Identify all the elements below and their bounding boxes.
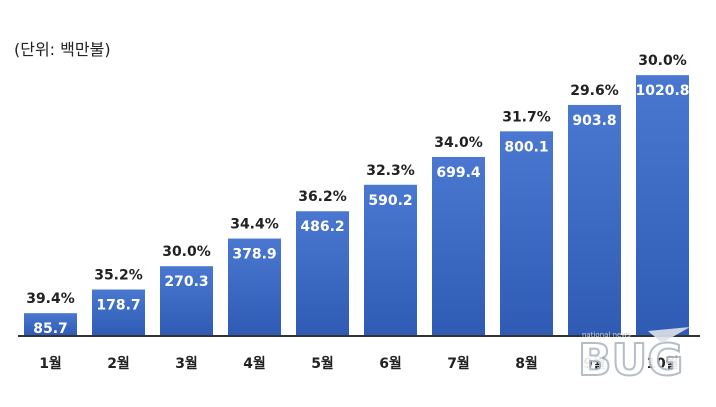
bar-4 — [228, 238, 281, 335]
bar-2 — [92, 289, 145, 335]
x-tick-label: 3월 — [175, 355, 198, 372]
x-tick-label: 1월 — [39, 355, 62, 372]
bar-value-label: 178.7 — [96, 298, 140, 314]
bar-7 — [432, 156, 485, 335]
bar-9 — [568, 104, 621, 335]
bar-percent-label: 39.4% — [26, 291, 75, 307]
bar-3 — [160, 266, 213, 335]
bar-percent-label: 36.2% — [298, 189, 347, 205]
x-tick-label: 6월 — [379, 355, 402, 372]
bar-percent-label: 31.7% — [502, 109, 551, 125]
bar-value-label: 270.3 — [164, 274, 208, 290]
bars-layer: 85.7 39.4% 178.7 35.2% 270.3 30.0% 378.9 34.4% 4… — [24, 53, 690, 337]
bar-value-label: 85.7 — [33, 321, 68, 337]
bar-percent-label: 30.0% — [638, 53, 687, 69]
watermark-small-text: national news — [582, 331, 631, 339]
bar-percent-label: 29.6% — [570, 83, 619, 99]
bar-1 — [24, 313, 77, 335]
bug-watermark-logo: national news BUG — [578, 327, 690, 385]
x-tick-label: 7월 — [447, 355, 470, 372]
bar-value-label: 590.2 — [368, 193, 412, 209]
bar-value-label: 378.9 — [232, 247, 276, 263]
unit-label: (단위: 백만불) — [14, 40, 111, 59]
paper-plane-icon — [648, 327, 690, 343]
x-tick-labels: 1월 2월 3월 4월 5월 6월 7월 8월 9월 10월 — [39, 355, 679, 372]
watermark-text: BUG — [578, 335, 683, 385]
bar-percent-label: 30.0% — [162, 244, 211, 260]
bar-value-label: 800.1 — [504, 139, 548, 155]
bar-8 — [500, 131, 553, 335]
x-tick-label: 8월 — [515, 355, 538, 372]
bar-percent-label: 35.2% — [94, 268, 143, 284]
x-tick-label: 4월 — [243, 355, 266, 372]
bar-percent-label: 34.0% — [434, 135, 483, 151]
bar-5 — [296, 211, 349, 335]
bar-value-label: 699.4 — [436, 165, 481, 181]
x-tick-label: 10월 — [646, 355, 678, 372]
bar-10 — [636, 75, 689, 335]
bar-percent-label: 34.4% — [230, 217, 279, 233]
x-tick-label: 9월 — [583, 355, 606, 372]
bar-6 — [364, 184, 417, 335]
bar-percent-label: 32.3% — [366, 163, 415, 179]
bar-value-label: 1020.8 — [635, 83, 689, 99]
x-tick-label: 2월 — [107, 355, 130, 372]
bar-value-label: 486.2 — [300, 219, 344, 235]
x-tick-label: 5월 — [311, 355, 334, 372]
bar-value-label: 903.8 — [572, 113, 616, 129]
